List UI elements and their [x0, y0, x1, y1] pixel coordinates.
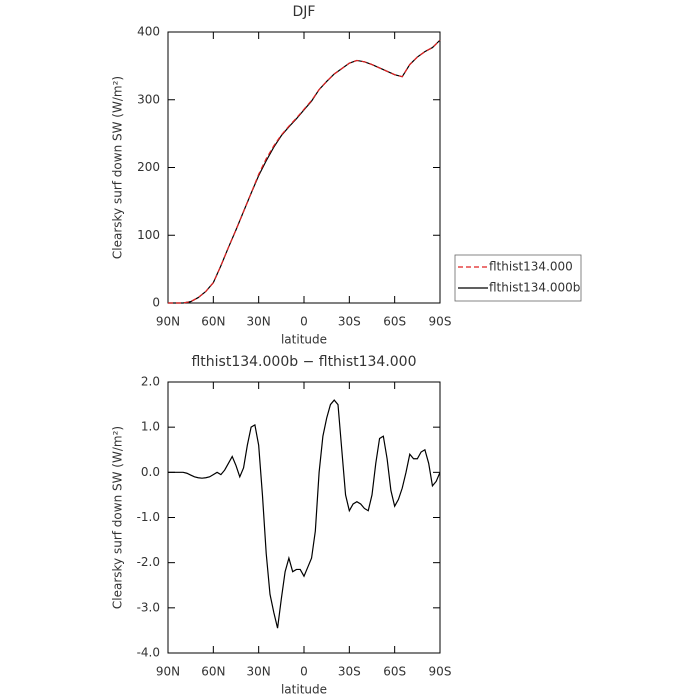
y-tick-label: 1.0 [141, 420, 160, 434]
chart-title: flthist134.000b − flthist134.000 [191, 354, 416, 370]
x-tick-label: 30S [338, 315, 361, 329]
series-line [168, 39, 441, 304]
y-tick-label: -1.0 [137, 510, 160, 524]
y-tick-label: 200 [137, 160, 160, 174]
y-tick-label: -2.0 [137, 555, 160, 569]
x-tick-label: 90S [429, 665, 452, 679]
x-tick-label: 30S [338, 665, 361, 679]
plot-frame [167, 381, 441, 654]
series-line [168, 399, 441, 629]
x-axis-label: latitude [281, 683, 327, 697]
y-axis-label: Clearsky surf down SW (W/m²) [111, 76, 125, 259]
chart-title: DJF [293, 4, 316, 20]
y-tick-label: 400 [137, 25, 160, 39]
legend-label: flthist134.000 [489, 260, 573, 274]
x-tick-label: 0 [300, 665, 308, 679]
x-tick-label: 0 [300, 315, 308, 329]
x-tick-label: 60S [383, 665, 406, 679]
x-tick-label: 90N [156, 315, 180, 329]
x-tick-label: 60N [201, 665, 225, 679]
y-axis-label: Clearsky surf down SW (W/m²) [111, 426, 125, 609]
y-tick-label: 100 [137, 228, 160, 242]
x-tick-label: 90S [429, 315, 452, 329]
y-tick-label: -4.0 [137, 646, 160, 660]
x-tick-label: 60N [201, 315, 225, 329]
x-tick-label: 30N [247, 315, 271, 329]
plot-frame [167, 31, 441, 304]
y-tick-label: 0.0 [141, 465, 160, 479]
y-tick-label: 0 [152, 296, 160, 310]
x-tick-label: 30N [247, 665, 271, 679]
y-tick-label: 300 [137, 92, 160, 106]
x-axis-label: latitude [281, 333, 327, 347]
y-tick-label: -3.0 [137, 600, 160, 614]
legend-box [454, 254, 582, 302]
legend-label: flthist134.000b [489, 281, 580, 295]
x-tick-label: 90N [156, 665, 180, 679]
y-tick-label: 2.0 [141, 375, 160, 389]
x-tick-label: 60S [383, 315, 406, 329]
series-line [168, 39, 441, 304]
